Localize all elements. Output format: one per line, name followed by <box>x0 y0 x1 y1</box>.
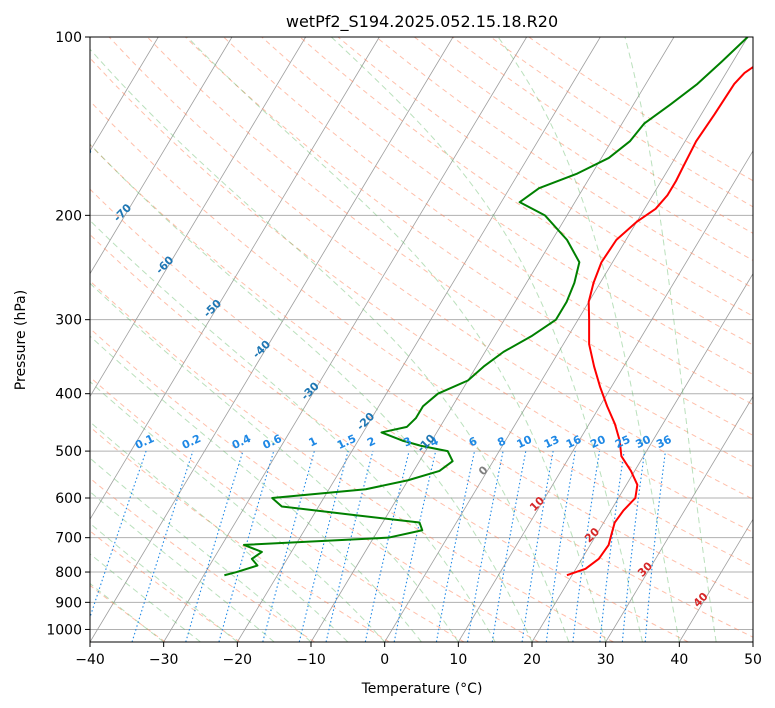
mixing-ratio-line <box>185 450 244 642</box>
mixing-ratio-line <box>298 450 349 642</box>
moist-adiabat-line <box>330 37 643 642</box>
dry-adiabat-line <box>90 376 465 642</box>
dry-adiabat-line <box>90 530 241 642</box>
isotherm-line <box>457 150 753 642</box>
isotherm-label: -80 <box>72 144 95 167</box>
isotherm-line <box>90 37 159 152</box>
x-tick-label: 0 <box>380 652 389 668</box>
x-tick-label: 20 <box>523 652 541 668</box>
moist-adiabat-line <box>90 421 349 642</box>
isotherm-line <box>531 272 753 642</box>
mixing-ratio-line <box>325 450 374 642</box>
moist-adiabat-line <box>186 37 607 642</box>
mixing-ratio-label: 10 <box>515 433 535 451</box>
mixing-ratio-label: 13 <box>542 433 561 451</box>
mixing-ratio-label: 20 <box>588 433 608 451</box>
isotherm-line <box>310 37 675 642</box>
dry-adiabat-line <box>90 426 390 642</box>
mixing-ratio-line <box>644 451 666 642</box>
moist-adiabat-line <box>90 457 312 642</box>
mixing-ratio-label: 16 <box>564 433 584 451</box>
dry-adiabat-line <box>90 143 753 602</box>
dry-adiabat-line <box>90 233 689 642</box>
dry-adiabat-line <box>146 37 753 468</box>
x-tick-label: 10 <box>449 652 467 668</box>
isotherm-line <box>90 37 454 642</box>
dewpoint-profile-line <box>224 37 749 577</box>
guide-labels: 0.10.20.40.611.52346810131620253036-100-… <box>72 144 711 610</box>
moist-adiabat-line <box>90 381 386 642</box>
dry-adiabat-line <box>90 57 753 533</box>
mixing-ratio-line <box>545 451 576 642</box>
moist-adiabat-line <box>624 37 717 642</box>
mixing-ratio-line <box>364 450 410 642</box>
isotherm-line <box>90 37 233 275</box>
dry-adiabat-line <box>90 477 315 642</box>
y-tick-label: 600 <box>55 491 82 507</box>
dry-adiabat-line <box>90 188 753 638</box>
isotherm-line <box>90 37 380 520</box>
y-tick-label: 400 <box>55 387 82 403</box>
x-tick-label: −20 <box>223 652 253 668</box>
mixing-ratio-label: 30 <box>634 433 654 451</box>
mixing-ratio-line <box>599 451 625 642</box>
mixing-ratio-line <box>521 451 554 642</box>
dry-adiabat-line <box>223 37 753 406</box>
x-tick-label: −10 <box>296 652 326 668</box>
thermo-guide-lines <box>90 37 753 642</box>
dry-adiabat-line <box>299 37 753 346</box>
isotherm-line <box>236 37 601 642</box>
x-tick-label: −30 <box>149 652 179 668</box>
isotherm-line <box>678 518 753 642</box>
dry-adiabat-line <box>90 327 540 642</box>
y-tick-label: 800 <box>55 565 82 581</box>
y-tick-label: 200 <box>55 208 82 224</box>
axes: −40 −30 −20 −10 0 10 20 30 40 50 100 200 300 400 500 60… <box>46 30 762 668</box>
moist-adiabat-line <box>90 48 570 642</box>
chart-title: wetPf2_S194.2025.052.15.18.R20 <box>286 12 558 32</box>
isotherm-line <box>90 37 307 398</box>
y-tick-label: 300 <box>55 313 82 329</box>
moist-adiabat-line <box>497 37 680 642</box>
x-axis-label: Temperature (°C) <box>361 681 483 697</box>
y-tick-label: 500 <box>55 444 82 460</box>
dry-adiabat-line <box>90 100 753 567</box>
y-tick-label: 100 <box>55 30 82 46</box>
mixing-ratio-label: 25 <box>613 433 632 451</box>
x-tick-label: 30 <box>597 652 615 668</box>
moist-adiabat-line <box>90 335 422 642</box>
x-tick-label: −40 <box>75 652 105 668</box>
x-tick-label: 40 <box>670 652 688 668</box>
mixing-ratio-line <box>572 451 601 642</box>
x-tick-label: 50 <box>744 652 762 668</box>
isotherm-line <box>605 395 753 642</box>
moist-adiabat-line <box>90 219 496 642</box>
moist-adiabat-line <box>90 282 459 642</box>
plot-frame <box>89 36 754 643</box>
y-tick-label: 1000 <box>46 622 82 638</box>
mixing-ratio-line <box>621 451 646 642</box>
mixing-ratio-label: 36 <box>654 433 674 451</box>
y-tick-label: 900 <box>55 595 82 611</box>
y-axis-label: Pressure (hPa) <box>13 290 29 390</box>
dry-adiabat-line <box>375 37 753 289</box>
isotherm-line <box>384 37 749 642</box>
y-tick-label: 700 <box>55 531 82 547</box>
moist-adiabat-line <box>90 143 533 642</box>
profile-series <box>224 37 753 577</box>
mixing-ratio-line <box>131 450 194 642</box>
temperature-profile-line <box>566 65 753 577</box>
isotherm-line <box>163 37 528 642</box>
plot-grid <box>90 37 753 642</box>
mixing-ratio-line <box>218 450 275 642</box>
